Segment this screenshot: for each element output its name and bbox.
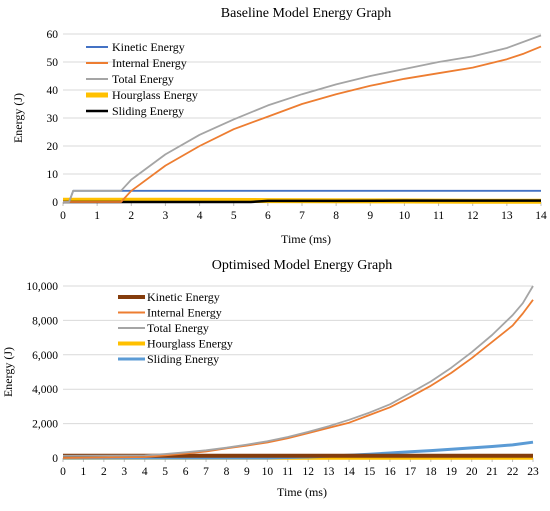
x-tick-label: 1 <box>81 466 87 478</box>
legend-label: Sliding Energy <box>112 104 184 118</box>
legend-label: Total Energy <box>112 72 174 86</box>
x-axis-title: Time (ms) <box>281 232 331 246</box>
x-tick-label: 12 <box>302 466 314 478</box>
x-tick-label: 1 <box>94 210 100 222</box>
x-tick-label: 18 <box>425 466 437 478</box>
y-tick-label: 50 <box>47 57 59 69</box>
y-axis-title: Energy (J) <box>11 93 25 143</box>
x-axis-title: Time (ms) <box>277 485 327 499</box>
y-tick-label: 30 <box>47 113 59 125</box>
legend-label: Internal Energy <box>112 56 187 70</box>
x-tick-label: 14 <box>535 210 547 222</box>
x-tick-label: 2 <box>101 466 107 478</box>
y-tick-label: 4,000 <box>32 384 58 396</box>
y-tick-label: 10 <box>47 169 59 181</box>
legend-label: Hourglass Energy <box>112 88 198 102</box>
x-tick-label: 12 <box>467 210 479 222</box>
y-tick-label: 60 <box>47 29 59 41</box>
x-tick-label: 20 <box>466 466 478 478</box>
legend-label: Sliding Energy <box>147 352 219 366</box>
x-tick-label: 6 <box>183 466 189 478</box>
y-tick-label: 2,000 <box>32 419 58 431</box>
x-tick-label: 3 <box>163 210 169 222</box>
x-tick-label: 15 <box>364 466 376 478</box>
legend-label: Kinetic Energy <box>147 290 220 304</box>
x-tick-label: 8 <box>224 466 230 478</box>
series-line-total-energy <box>63 286 533 456</box>
legend: Kinetic Energy Internal Energy Total Energ… <box>86 40 198 118</box>
x-tick-label: 3 <box>121 466 127 478</box>
y-tick-label: 0 <box>52 197 58 209</box>
x-tick-label: 16 <box>384 466 396 478</box>
y-tick-label: 20 <box>47 141 59 153</box>
x-tick-label: 11 <box>282 466 293 478</box>
legend-label: Kinetic Energy <box>112 40 185 54</box>
x-tick-label: 0 <box>60 466 66 478</box>
x-tick-label: 17 <box>405 466 417 478</box>
x-tick-label: 19 <box>446 466 458 478</box>
x-tick-label: 13 <box>323 466 335 478</box>
chart-2: Optimised Model Energy Graph 0 2,000 4,000 6… <box>1 258 539 499</box>
x-tick-label: 4 <box>197 210 203 222</box>
x-tick-label: 7 <box>203 466 209 478</box>
y-axis-title: Energy (J) <box>1 347 15 397</box>
chart-title: Baseline Model Energy Graph <box>221 6 391 21</box>
x-tick-label: 10 <box>262 466 274 478</box>
x-tick-label: 6 <box>265 210 271 222</box>
legend-label: Internal Energy <box>147 306 222 320</box>
y-tick-label: 40 <box>47 85 59 97</box>
chart-title: Optimised Model Energy Graph <box>212 258 393 273</box>
x-tick-label: 9 <box>367 210 373 222</box>
x-tick-label: 11 <box>433 210 444 222</box>
x-tick-label: 7 <box>299 210 305 222</box>
x-tick-label: 10 <box>399 210 411 222</box>
x-tick-label: 21 <box>486 466 498 478</box>
y-tick-label: 6,000 <box>32 350 58 362</box>
y-tick-label: 8,000 <box>32 315 58 327</box>
x-tick-label: 2 <box>128 210 134 222</box>
x-tick-label: 5 <box>231 210 237 222</box>
legend-label: Hourglass Energy <box>147 337 233 351</box>
x-tick-label: 14 <box>343 466 355 478</box>
x-tick-label: 8 <box>333 210 339 222</box>
x-tick-label: 22 <box>507 466 519 478</box>
y-tick-label: 10,000 <box>26 281 58 293</box>
x-tick-label: 23 <box>527 466 539 478</box>
x-tick-label: 4 <box>142 466 148 478</box>
series-line-sliding-energy <box>63 201 541 202</box>
x-tick-label: 13 <box>501 210 513 222</box>
x-tick-label: 0 <box>60 210 66 222</box>
x-tick-label: 5 <box>162 466 168 478</box>
y-tick-label: 0 <box>52 453 58 465</box>
legend-label: Total Energy <box>147 321 209 335</box>
x-tick-label: 9 <box>244 466 250 478</box>
chart-1: Baseline Model Energy Graph0102030405060… <box>11 6 547 246</box>
